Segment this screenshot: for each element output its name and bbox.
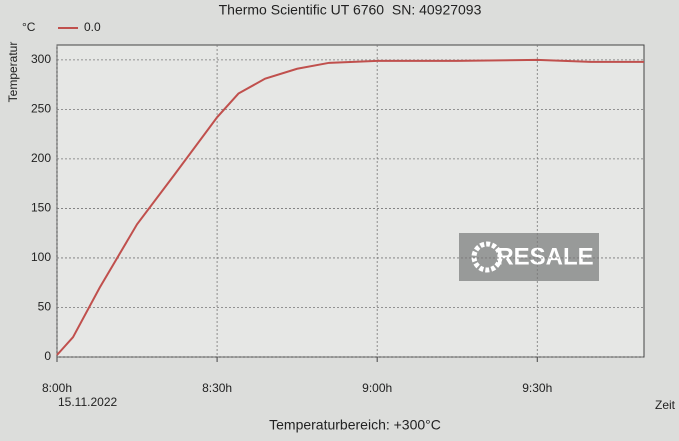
x-axis-label: Zeit (655, 398, 676, 412)
x-tick-label: 9:00h (362, 381, 392, 395)
x-tick-label: 8:00h (42, 381, 72, 395)
x-tick-label: 9:30h (522, 381, 552, 395)
y-tick-label: 200 (31, 151, 51, 165)
plot-area (56, 44, 645, 358)
y-tick-label: 50 (38, 300, 52, 314)
data-line (56, 58, 644, 356)
watermark-icon (471, 241, 503, 273)
y-tick-label: 0 (44, 349, 51, 363)
y-tick-label: 250 (31, 102, 51, 116)
x-tick-label: 8:30h (202, 381, 232, 395)
watermark: RESALE (496, 243, 593, 270)
footer: Temperaturbereich: +300°C (269, 417, 441, 433)
chart-title: Thermo Scientific UT 6760 SN: 40927093 (219, 2, 482, 18)
watermark-box (459, 233, 599, 281)
y-axis-label: Temperatur (6, 42, 20, 103)
y-tick-label: 100 (31, 250, 51, 264)
date-label: 15.11.2022 (58, 395, 117, 409)
y-tick-label: 300 (31, 52, 51, 66)
legend-label: 0.0 (84, 20, 101, 34)
y-unit: °C (22, 20, 36, 34)
y-tick-label: 150 (31, 201, 51, 215)
